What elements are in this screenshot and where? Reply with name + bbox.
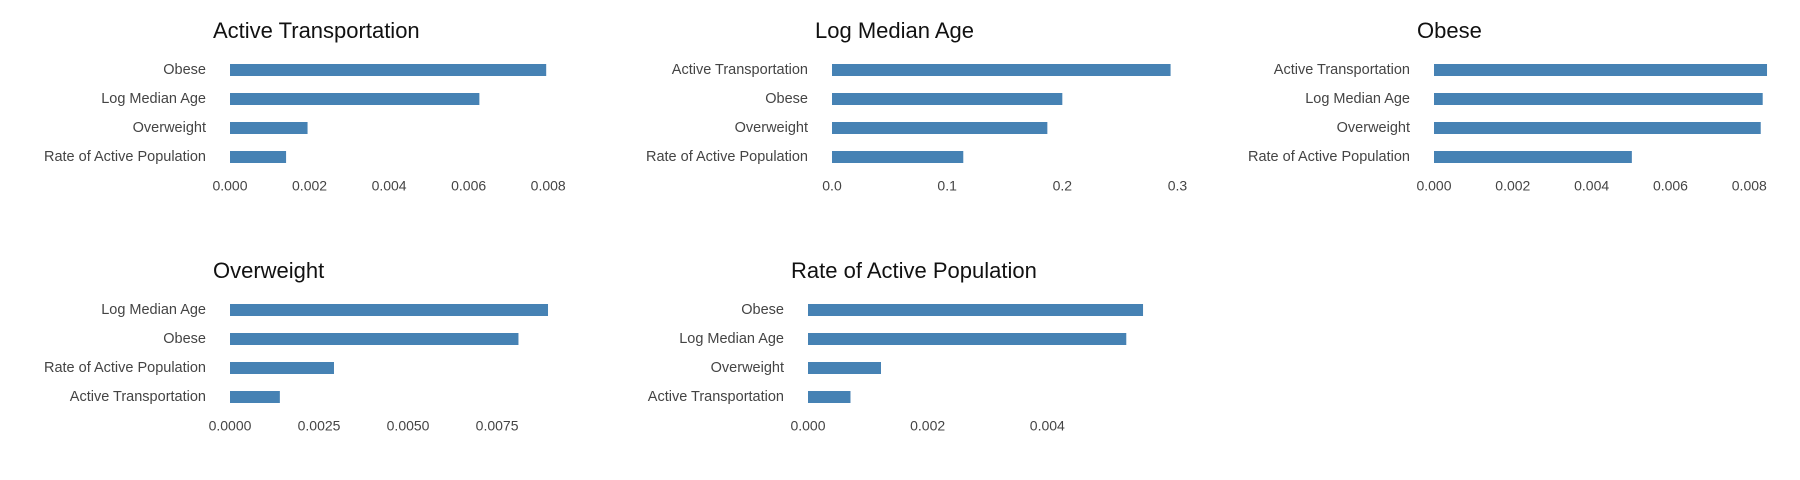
bar xyxy=(808,333,1127,345)
category-label: Obese xyxy=(163,62,206,78)
bar xyxy=(230,391,280,403)
category-label: Rate of Active Population xyxy=(1248,149,1410,165)
x-tick-label: 0.006 xyxy=(1653,178,1688,194)
x-tick-label: 0.008 xyxy=(531,178,566,194)
bar xyxy=(230,122,308,134)
x-tick-label: 0.002 xyxy=(1495,178,1530,194)
category-label: Rate of Active Population xyxy=(44,149,206,165)
category-label: Obese xyxy=(741,302,784,318)
category-label: Overweight xyxy=(133,120,206,136)
category-label: Overweight xyxy=(711,360,784,376)
bar xyxy=(832,151,964,163)
bar xyxy=(832,93,1063,105)
bar xyxy=(832,122,1048,134)
bar xyxy=(808,304,1144,316)
category-label: Log Median Age xyxy=(679,331,784,347)
panel-title: Rate of Active Population xyxy=(791,258,1037,283)
x-tick-label: 0.0075 xyxy=(476,418,519,434)
panel-title: Log Median Age xyxy=(815,18,974,43)
category-label: Rate of Active Population xyxy=(646,149,808,165)
x-tick-label: 0.000 xyxy=(1416,178,1451,194)
category-label: Log Median Age xyxy=(101,302,206,318)
x-tick-label: 0.000 xyxy=(790,418,825,434)
category-label: Log Median Age xyxy=(101,91,206,107)
bar xyxy=(832,64,1171,76)
panel-1: Active Transportation Obese Log Median Age… xyxy=(44,18,566,194)
category-label: Rate of Active Population xyxy=(44,360,206,376)
x-tick-label: 0.008 xyxy=(1732,178,1767,194)
x-tick-label: 0.2 xyxy=(1053,178,1073,194)
category-label: Overweight xyxy=(735,120,808,136)
x-tick-label: 0.0 xyxy=(822,178,842,194)
x-tick-label: 0.004 xyxy=(1030,418,1065,434)
panel-title: Overweight xyxy=(213,258,324,283)
bar xyxy=(230,304,549,316)
category-label: Obese xyxy=(765,91,808,107)
bar xyxy=(1434,151,1632,163)
x-tick-label: 0.0025 xyxy=(298,418,341,434)
x-tick-label: 0.002 xyxy=(292,178,327,194)
category-label: Overweight xyxy=(1337,120,1410,136)
bar xyxy=(808,362,881,374)
bar xyxy=(1434,93,1763,105)
x-tick-label: 0.004 xyxy=(1574,178,1609,194)
panel-title: Active Transportation xyxy=(213,18,420,43)
x-tick-label: 0.004 xyxy=(372,178,407,194)
x-tick-label: 0.002 xyxy=(910,418,945,434)
bar xyxy=(1434,122,1761,134)
x-tick-label: 0.3 xyxy=(1168,178,1188,194)
x-tick-label: 0.000 xyxy=(212,178,247,194)
bar xyxy=(808,391,851,403)
panel-5: Rate of Active Population Obese Log Median… xyxy=(648,258,1144,434)
bar xyxy=(230,333,519,345)
bar xyxy=(230,362,334,374)
category-label: Active Transportation xyxy=(648,389,784,405)
x-tick-label: 0.0050 xyxy=(387,418,430,434)
panel-4: Overweight Log Median Age Obese Rate of Act… xyxy=(44,258,549,434)
category-label: Obese xyxy=(163,331,206,347)
x-tick-label: 0.0000 xyxy=(209,418,252,434)
category-label: Active Transportation xyxy=(1274,62,1410,78)
panel-3: Obese Active Transportation Log Median Age… xyxy=(1248,18,1768,194)
x-tick-label: 0.1 xyxy=(937,178,957,194)
category-label: Active Transportation xyxy=(70,389,206,405)
x-tick-label: 0.006 xyxy=(451,178,486,194)
category-label: Log Median Age xyxy=(1305,91,1410,107)
bar xyxy=(230,64,547,76)
category-label: Active Transportation xyxy=(672,62,808,78)
bar xyxy=(230,151,287,163)
bar xyxy=(1434,64,1768,76)
panel-2: Log Median Age Active Transportation Obese… xyxy=(646,18,1187,194)
panel-title: Obese xyxy=(1417,18,1482,43)
bar xyxy=(230,93,480,105)
